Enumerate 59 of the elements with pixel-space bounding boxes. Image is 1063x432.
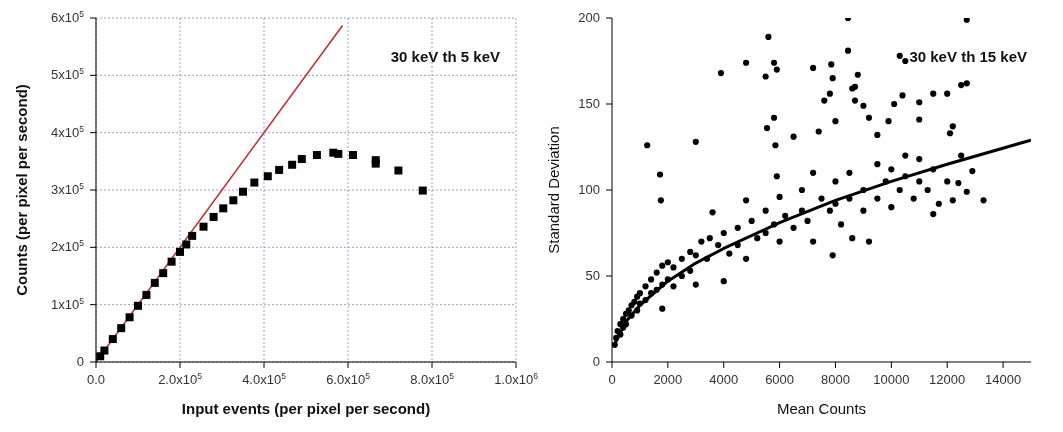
x-tick-label: 12000 [929,372,966,387]
point [150,278,159,287]
x-tick-label: 6.0x10$^{5}$ [326,371,371,387]
x-tick-label: 8.0x10$^{5}$ [410,371,455,387]
y-tick-label: 4x10$^{5}$ [51,123,85,140]
x-tick-label: 6000 [765,372,795,387]
annotation: 30 keV th 5 keV [390,48,500,65]
y-tick-label: 3x10$^{5}$ [51,181,85,197]
y-tick-label: 0 [76,354,84,369]
y-axis-title: Standard Deviation [545,126,563,254]
point [239,187,247,196]
point [263,172,272,181]
x-tick-label: 2000 [653,372,683,387]
x-tick-label: 14000 [984,372,1022,387]
y-tick-label: 0 [592,354,600,369]
x-tick-label: 10000 [873,372,910,387]
annotation: 30 keV th 15 keV [909,48,1027,65]
x-axis-title: Input events (per pixel per second) [181,400,431,417]
point [108,335,117,344]
point [418,186,427,195]
y-tick-label: 100 [578,182,600,197]
x-tick-label: 2.0x10$^{5}$ [158,371,203,387]
point [199,222,208,231]
point [167,257,176,266]
point [394,166,403,175]
point [117,324,126,333]
y-tick-label: 5x10$^{5}$ [51,66,85,83]
y-tick-label: 50 [585,268,600,283]
point [176,247,184,256]
x-tick-label: 4.0x10$^{5}$ [242,371,287,387]
point [100,346,109,355]
y-axis-title: Counts (per pixel per second) [13,84,31,296]
x-tick-label: 4000 [709,372,739,387]
point [250,178,259,187]
point [125,313,134,322]
y-tick-label: 6x10$^{5}$ [51,9,85,25]
point [312,151,321,160]
point [229,196,238,205]
point [349,151,358,160]
point [275,165,284,174]
point [188,231,197,240]
x-tick-label: 0 [608,372,616,387]
point [334,149,343,158]
point [209,212,218,221]
point [159,269,168,278]
point [288,160,297,169]
x-tick-label: 8000 [821,372,850,387]
x-tick-label: 0.0 [86,372,106,387]
point [134,301,142,310]
y-tick-label: 150 [578,96,600,111]
point [142,290,151,299]
y-tick-label: 200 [578,10,600,25]
x-axis-title: Mean Counts [776,400,867,417]
y-tick-label: 1x10$^{5}$ [51,295,85,312]
point [182,240,191,249]
point [297,155,306,164]
x-tick-label: 1.0x10$^{6}$ [494,371,539,387]
point [219,204,228,213]
y-tick-label: 2x10$^{5}$ [51,238,85,255]
